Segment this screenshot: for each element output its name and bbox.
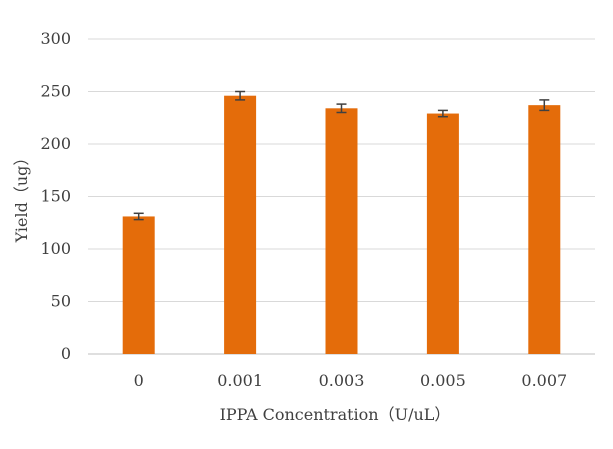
- error-bar: [133, 212, 144, 221]
- y-tick-label: 200: [40, 134, 71, 153]
- y-tick-label: 300: [40, 29, 71, 48]
- bar: [122, 216, 155, 354]
- x-tick-label: 0.007: [521, 371, 567, 390]
- x-axis-title: IPPA Concentration（U/uL）: [220, 405, 451, 424]
- y-tick-label: 50: [51, 292, 71, 311]
- error-bar: [539, 99, 550, 112]
- x-tick-label: 0.001: [217, 371, 263, 390]
- y-tick-label: 150: [40, 187, 71, 206]
- x-tick-label: 0.003: [319, 371, 365, 390]
- bar: [528, 105, 561, 355]
- y-axis-title: Yield（ug）: [12, 150, 31, 244]
- x-tick-label: 0: [134, 371, 144, 390]
- y-axis-ticks: 0 50 100 150 200 250 300: [40, 29, 71, 363]
- error-bar: [437, 109, 448, 118]
- y-tick-label: 100: [40, 239, 71, 258]
- error-bar: [235, 90, 246, 101]
- y-tick-label: 250: [40, 82, 71, 101]
- bar: [224, 95, 257, 354]
- y-tick-label: 0: [61, 344, 71, 363]
- x-tick-label: 0.005: [420, 371, 466, 390]
- x-axis-ticks: 0 0.001 0.003 0.005 0.007: [134, 371, 568, 390]
- error-bar: [336, 103, 347, 114]
- bar: [325, 108, 358, 354]
- bars: [122, 90, 561, 355]
- bar: [426, 113, 459, 354]
